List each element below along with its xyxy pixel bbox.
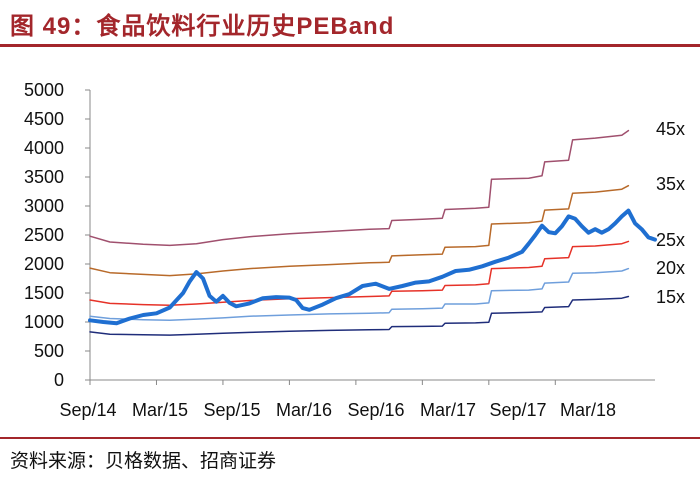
y-tick-label: 2500 [24, 225, 64, 245]
band-label-35x: 35x [656, 174, 685, 194]
y-tick-label: 3000 [24, 196, 64, 216]
source-rule [0, 437, 700, 439]
series-line-index [88, 208, 657, 326]
x-tick-label: Sep/14 [59, 400, 116, 420]
x-tick-label: Sep/15 [203, 400, 260, 420]
x-axis: Sep/14 Mar/15 Sep/15 Mar/16 Sep/16 Mar/17 Sep/… [59, 379, 655, 420]
y-tick-label: 500 [34, 341, 64, 361]
title-rule [0, 44, 700, 47]
x-tick-label: Mar/15 [132, 400, 188, 420]
x-tick-label: Mar/18 [560, 400, 616, 420]
x-tick-label: Mar/17 [420, 400, 476, 420]
series-line-20x [89, 267, 630, 322]
x-tick-label: Sep/16 [347, 400, 404, 420]
x-tick-label: Mar/16 [276, 400, 332, 420]
series-line-45x [89, 129, 630, 247]
series-line-35x [89, 184, 630, 277]
series-line-15x [89, 295, 630, 336]
y-tick-label: 1500 [24, 283, 64, 303]
y-tick-label: 4000 [24, 138, 64, 158]
band-label-layer: 45x 35x 25x 20x 15x [656, 119, 685, 307]
series-line-25x [89, 240, 630, 306]
y-tick-label: 0 [54, 370, 64, 390]
y-tick-label: 4500 [24, 109, 64, 129]
source-note: 资料来源：贝格数据、招商证券 [10, 450, 277, 472]
y-tick-label: 1000 [24, 312, 64, 332]
y-tick-label: 3500 [24, 167, 64, 187]
y-axis: 0 500 1000 1500 2000 2500 3000 3500 4000 4500 5000 [24, 80, 91, 390]
x-tick-label: Sep/17 [489, 400, 546, 420]
y-tick-label: 2000 [24, 254, 64, 274]
band-label-15x: 15x [656, 287, 685, 307]
figure-title: 图 49：食品饮料行业历史PEBand [10, 13, 395, 40]
band-label-20x: 20x [656, 258, 685, 278]
y-tick-label: 5000 [24, 80, 64, 100]
band-label-45x: 45x [656, 119, 685, 139]
series-layer [88, 129, 657, 336]
band-label-25x: 25x [656, 230, 685, 250]
